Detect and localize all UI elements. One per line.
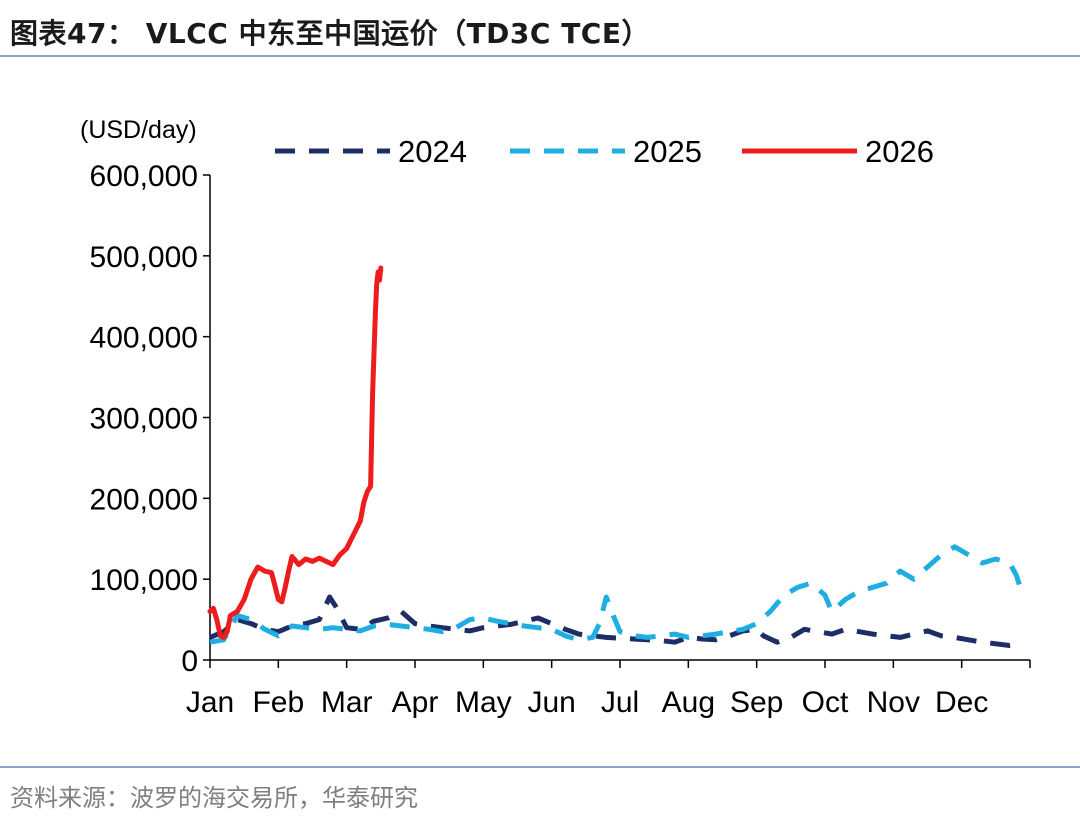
series-line-2024 — [209, 594, 1024, 648]
legend-label-2025: 2025 — [633, 134, 702, 169]
x-tick-label: Dec — [935, 686, 988, 719]
x-tick-label: Mar — [321, 686, 373, 719]
top-divider — [0, 55, 1080, 57]
y-tick-label: 200,000 — [90, 483, 198, 516]
series-layer — [207, 265, 1026, 648]
legend: 2024 2025 2026 — [275, 134, 934, 169]
title-bar: 图表47： VLCC 中东至中国运价（TD3C TCE） — [0, 0, 1080, 58]
x-tick-label: Jan — [186, 686, 234, 719]
y-tick-label: 300,000 — [90, 403, 198, 436]
legend-label-2026: 2026 — [865, 134, 934, 169]
bottom-divider — [0, 766, 1080, 768]
y-tick-label: 600,000 — [90, 160, 198, 193]
y-tick-label: 0 — [181, 645, 198, 678]
source-note: 资料来源：波罗的海交易所，华泰研究 — [10, 784, 418, 812]
x-axis: Jan Feb Mar Apr May Jun Jul Aug Sep Oct Nov Dec — [186, 659, 1031, 719]
page-title: 图表47： VLCC 中东至中国运价（TD3C TCE） — [10, 17, 650, 50]
x-tick-label: May — [455, 686, 512, 719]
line-chart: (USD/day) 2024 2025 2026 0 100,000 200,000 30… — [80, 116, 1031, 719]
series-line-2026 — [207, 265, 384, 640]
y-tick-label: 100,000 — [90, 564, 198, 597]
y-axis: 0 100,000 200,000 300,000 400,000 500,000 600,… — [90, 160, 211, 678]
x-tick-label: Jun — [527, 686, 575, 719]
x-tick-label: Oct — [802, 686, 849, 719]
x-tick-label: Jul — [601, 686, 639, 719]
legend-label-2024: 2024 — [398, 134, 467, 169]
x-tick-label: Nov — [867, 686, 920, 719]
x-tick-label: Feb — [252, 686, 304, 719]
y-unit-label: (USD/day) — [80, 116, 197, 144]
y-tick-label: 400,000 — [90, 322, 198, 355]
series-line-2025 — [209, 544, 1026, 645]
x-tick-label: Aug — [662, 686, 715, 719]
x-tick-label: Sep — [730, 686, 783, 719]
x-tick-label: Apr — [392, 686, 439, 719]
y-tick-label: 500,000 — [90, 241, 198, 274]
